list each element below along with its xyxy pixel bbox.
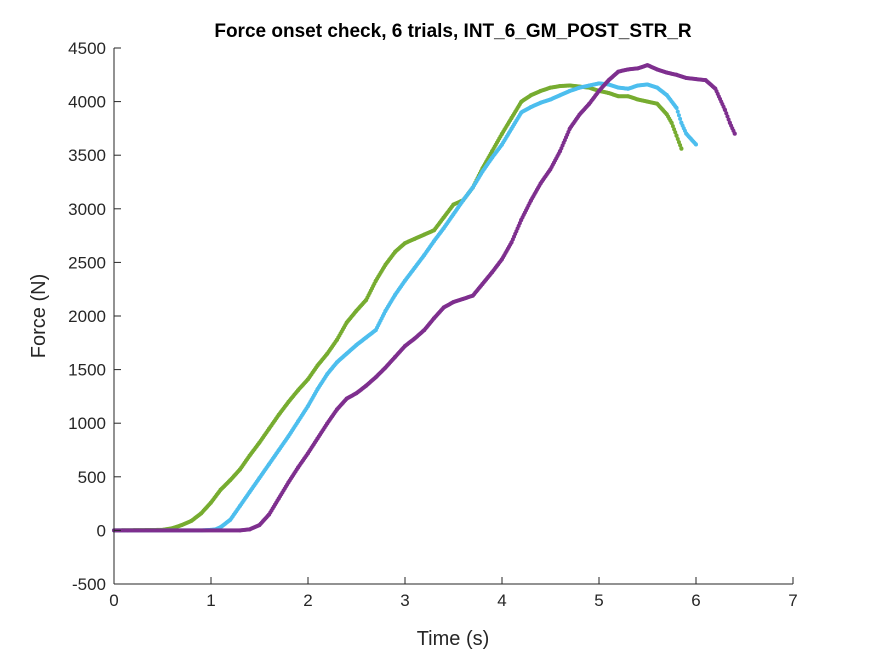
data-point — [675, 109, 680, 114]
y-tick-label: 4500 — [68, 39, 106, 58]
data-point — [723, 108, 728, 113]
axes: 0 1 2 3 4 5 6 7-5000500100015002000250030003500… — [68, 39, 798, 610]
y-tick-label: 1000 — [68, 414, 106, 433]
y-tick-label: 500 — [78, 468, 106, 487]
x-tick-label: 5 — [594, 591, 603, 610]
x-tick-label: 7 — [788, 591, 797, 610]
y-tick-label: 4000 — [68, 93, 106, 112]
data-point — [673, 130, 678, 135]
y-tick-label: 2500 — [68, 253, 106, 272]
data-point — [672, 127, 677, 132]
y-tick-label: 2000 — [68, 307, 106, 326]
data-point — [669, 121, 674, 126]
series-2 — [112, 81, 698, 533]
data-point — [694, 142, 698, 147]
x-tick-label: 2 — [303, 591, 312, 610]
data-point — [676, 113, 681, 118]
y-tick-label: 1500 — [68, 361, 106, 380]
x-tick-label: 0 — [109, 591, 118, 610]
y-axis-label: Force (N) — [28, 274, 50, 358]
data-point — [725, 114, 730, 119]
data-point — [674, 106, 679, 111]
y-tick-label: 3500 — [68, 146, 106, 165]
x-axis-label: Time (s) — [417, 628, 490, 650]
data-point — [676, 140, 681, 145]
data-point — [678, 116, 683, 121]
y-tick-label: 3000 — [68, 200, 106, 219]
data-point — [732, 131, 737, 136]
data-point — [724, 111, 729, 116]
chart-title: Force onset check, 6 trials, INT_6_GM_PO… — [214, 21, 692, 42]
x-tick-label: 1 — [206, 591, 215, 610]
x-tick-label: 4 — [497, 591, 506, 610]
data-point — [678, 143, 683, 148]
data-point — [670, 124, 675, 129]
x-tick-label: 3 — [400, 591, 409, 610]
y-tick-label: -500 — [72, 575, 106, 594]
data-point — [726, 117, 731, 122]
data-point — [679, 146, 684, 151]
data-point — [675, 136, 680, 141]
y-tick-label: 0 — [97, 521, 106, 540]
x-tick-label: 6 — [691, 591, 700, 610]
data-point — [674, 133, 679, 138]
